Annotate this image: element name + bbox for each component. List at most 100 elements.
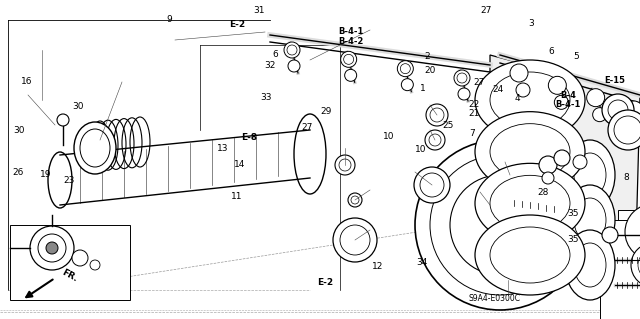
Ellipse shape [475, 215, 585, 295]
Ellipse shape [426, 104, 448, 126]
Text: 4: 4 [515, 94, 520, 103]
Ellipse shape [481, 196, 499, 214]
Text: 10: 10 [383, 132, 395, 141]
Text: 14: 14 [234, 160, 246, 169]
Text: 24: 24 [492, 85, 504, 94]
Text: 1: 1 [420, 84, 425, 93]
Ellipse shape [587, 89, 605, 107]
Text: 19: 19 [40, 170, 52, 179]
Ellipse shape [397, 61, 413, 77]
Ellipse shape [38, 234, 66, 262]
Ellipse shape [565, 230, 615, 300]
Ellipse shape [401, 79, 413, 91]
Ellipse shape [542, 172, 554, 184]
Ellipse shape [631, 243, 640, 287]
Text: 2: 2 [425, 52, 430, 61]
Text: B-4-2: B-4-2 [338, 37, 364, 46]
Ellipse shape [593, 108, 607, 122]
Text: 27: 27 [481, 6, 492, 15]
Text: 11: 11 [231, 192, 243, 201]
Text: 27: 27 [473, 78, 484, 87]
Ellipse shape [415, 140, 585, 310]
Ellipse shape [625, 204, 640, 260]
Ellipse shape [425, 130, 445, 150]
Text: 30: 30 [13, 126, 25, 135]
Text: B-4-1: B-4-1 [556, 100, 581, 109]
Ellipse shape [57, 114, 69, 126]
Text: 25: 25 [442, 121, 454, 130]
Text: 30: 30 [72, 102, 84, 111]
Ellipse shape [90, 260, 100, 270]
Text: 10: 10 [415, 145, 427, 154]
Ellipse shape [625, 101, 640, 119]
Text: FR.: FR. [60, 268, 79, 284]
Text: 35: 35 [567, 235, 579, 244]
Ellipse shape [414, 167, 450, 203]
Text: E-15: E-15 [604, 76, 625, 85]
Ellipse shape [454, 70, 470, 86]
Polygon shape [490, 55, 640, 285]
Ellipse shape [502, 167, 518, 183]
Text: 29: 29 [321, 107, 332, 115]
Bar [10, 225, 130, 300]
Ellipse shape [348, 193, 362, 207]
Bar [618, 210, 640, 310]
Ellipse shape [335, 155, 355, 175]
Ellipse shape [458, 88, 470, 100]
Ellipse shape [284, 42, 300, 58]
Text: 28: 28 [537, 188, 548, 197]
Text: E-2: E-2 [228, 20, 245, 29]
Text: 21: 21 [468, 109, 479, 118]
Text: 12: 12 [372, 262, 383, 271]
Text: 7: 7 [470, 129, 475, 138]
Ellipse shape [565, 185, 615, 255]
Text: B-4-1: B-4-1 [338, 27, 364, 36]
Ellipse shape [554, 150, 570, 166]
Text: 8: 8 [623, 173, 628, 182]
Ellipse shape [72, 250, 88, 266]
Text: 3: 3 [529, 19, 534, 28]
Text: 6: 6 [549, 47, 554, 56]
Ellipse shape [30, 226, 74, 270]
Ellipse shape [631, 120, 640, 134]
Ellipse shape [565, 140, 615, 210]
Ellipse shape [539, 156, 557, 174]
Text: S9A4-E0300C: S9A4-E0300C [468, 294, 520, 303]
Ellipse shape [573, 155, 587, 169]
Ellipse shape [288, 60, 300, 72]
Text: E-2: E-2 [317, 278, 333, 287]
Ellipse shape [602, 227, 618, 243]
Text: 35: 35 [567, 209, 579, 218]
Ellipse shape [548, 76, 566, 94]
Ellipse shape [608, 110, 640, 150]
Text: 9: 9 [167, 15, 172, 24]
Text: 34: 34 [417, 258, 428, 267]
Text: 31: 31 [253, 6, 265, 15]
Ellipse shape [510, 64, 528, 82]
Text: 32: 32 [264, 61, 276, 70]
Ellipse shape [333, 218, 377, 262]
Ellipse shape [475, 112, 585, 192]
Ellipse shape [74, 122, 116, 174]
Ellipse shape [516, 83, 530, 97]
Text: E-8: E-8 [241, 133, 258, 142]
Text: 16: 16 [21, 77, 33, 86]
Ellipse shape [602, 94, 634, 126]
Text: 5: 5 [573, 52, 579, 61]
Text: B-4: B-4 [561, 91, 576, 100]
Text: 20: 20 [424, 66, 436, 75]
Text: 27: 27 [301, 123, 313, 132]
Ellipse shape [475, 60, 585, 140]
Ellipse shape [340, 51, 356, 67]
Ellipse shape [554, 95, 568, 109]
Text: 13: 13 [217, 144, 228, 153]
Text: 6: 6 [273, 50, 278, 59]
Bar [600, 220, 640, 319]
Text: 23: 23 [63, 176, 75, 185]
Ellipse shape [345, 69, 356, 81]
Text: 26: 26 [12, 168, 24, 177]
Text: 22: 22 [468, 100, 479, 109]
Ellipse shape [46, 242, 58, 254]
Ellipse shape [475, 163, 585, 243]
Text: 33: 33 [260, 93, 271, 102]
